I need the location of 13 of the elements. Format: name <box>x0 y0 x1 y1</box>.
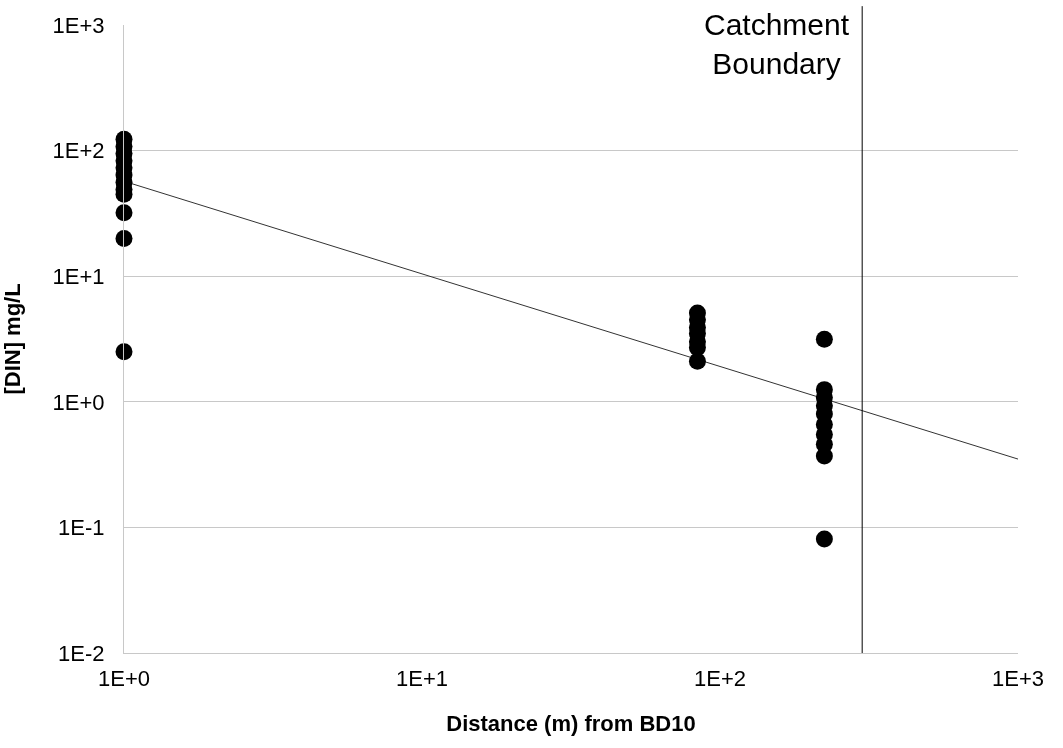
y-axis-title: [DIN] mg/L <box>0 283 26 395</box>
y-tick-label: 1E+1 <box>52 263 105 289</box>
x-tick-label: 1E+2 <box>694 666 746 692</box>
ref-line-label: Catchment Boundary <box>704 8 850 80</box>
x-tick-label: 1E+3 <box>992 666 1044 692</box>
y-tick-label: 1E-2 <box>58 640 105 666</box>
y-tick-label: 1E+2 <box>52 138 105 164</box>
x-tick-label: 1E+1 <box>396 666 448 692</box>
y-tick-label: 1E-1 <box>58 515 105 541</box>
y-tick-label: 1E+0 <box>52 389 105 415</box>
x-tick-label: 1E+0 <box>98 666 150 692</box>
x-axis-title: Distance (m) from BD10 <box>446 711 696 737</box>
y-tick-label: 1E+3 <box>52 12 105 38</box>
